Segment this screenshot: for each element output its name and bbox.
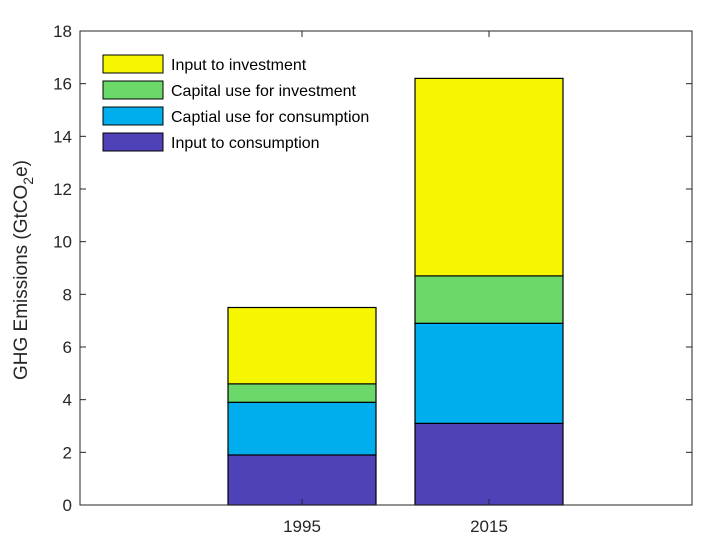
y-tick-label: 16 (53, 75, 72, 94)
x-tick-label: 1995 (283, 517, 321, 536)
y-tick-label: 2 (63, 443, 72, 462)
legend-swatch (102, 132, 164, 152)
legend-label: Captial use for consumption (171, 109, 369, 126)
y-axis-label-subscript: 2 (20, 177, 36, 185)
bar-segment-2015-2 (414, 275, 564, 324)
legend-label: Capital use for investment (171, 83, 357, 100)
y-axis-label-end: e) (11, 160, 32, 177)
y-tick-label: 4 (63, 391, 72, 410)
y-tick-label: 12 (53, 180, 72, 199)
bar-segment-2015-1 (414, 322, 564, 424)
x-tick-label: 2015 (470, 517, 508, 536)
y-tick-label: 8 (63, 285, 72, 304)
bar-segment-1995-1 (227, 401, 377, 456)
bar-segment-1995-3 (227, 306, 377, 385)
legend-swatch (102, 106, 164, 126)
y-tick-label: 18 (53, 22, 72, 41)
legend-label: Input to consumption (171, 135, 320, 152)
legend-swatch (102, 54, 164, 74)
y-tick-label: 0 (63, 496, 72, 515)
y-ticks-layer: 0 2 4 6 8 10 12 14 16 18 (53, 22, 692, 515)
legend: Input to investment Capital use for inves… (102, 54, 369, 152)
x-ticks-layer: 1995 2015 (283, 31, 508, 536)
y-axis-label: GHG Emissions (GtCO2e) (11, 160, 36, 380)
bar-segment-1995-0 (227, 454, 377, 506)
plot-frame (79, 30, 693, 506)
axes-layer (79, 30, 693, 506)
y-tick-label: 10 (53, 233, 72, 252)
y-tick-label: 14 (53, 127, 72, 146)
bar-segment-1995-2 (227, 383, 377, 403)
bar-segment-2015-3 (414, 77, 564, 277)
bars-layer (227, 77, 564, 506)
legend-swatch (102, 80, 164, 100)
bar-segment-2015-0 (414, 422, 564, 506)
legend-label: Input to investment (171, 57, 307, 74)
y-tick-label: 6 (63, 338, 72, 357)
